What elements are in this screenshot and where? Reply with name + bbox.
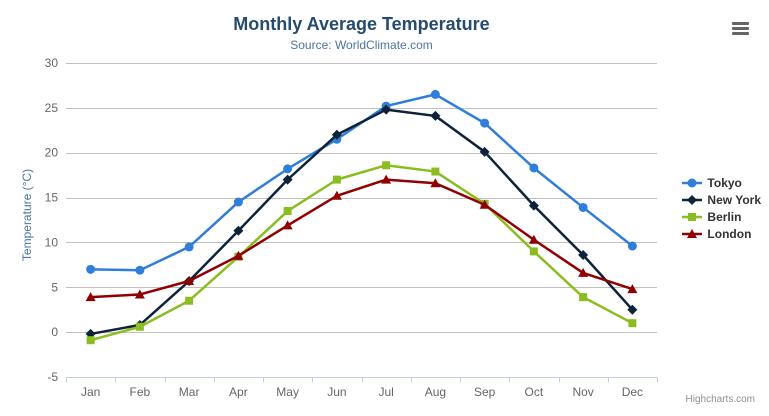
x-axis-label: Jul [378, 385, 393, 399]
hamburger-icon [732, 27, 749, 30]
x-axis-label: Apr [229, 385, 248, 399]
y-axis-labels: -5 0 5 10 15 20 25 30 [45, 56, 59, 384]
x-axis-label: Feb [130, 385, 151, 399]
square-legend-marker-icon [682, 212, 703, 221]
legend-item-new-york[interactable]: New York [682, 192, 761, 207]
legend: Tokyo New York Berlin London [682, 175, 761, 241]
legend-label: London [707, 226, 752, 241]
series-berlin[interactable] [86, 161, 637, 345]
hamburger-icon [732, 32, 749, 35]
x-axis-label: Jan [81, 385, 100, 399]
y-axis-label: 20 [45, 146, 59, 160]
series-london[interactable] [85, 174, 638, 302]
legend-item-tokyo[interactable]: Tokyo [682, 175, 761, 190]
y-gridlines [66, 63, 657, 378]
chart-subtitle: Source: WorldClimate.com [290, 38, 433, 52]
circle-legend-marker-icon [682, 178, 703, 187]
legend-label: Berlin [707, 209, 742, 224]
x-axis-label: Aug [425, 385, 446, 399]
legend-label: New York [707, 192, 761, 207]
legend-label: Tokyo [707, 175, 742, 190]
x-axis-labels: Jan Feb Mar Apr May Jun Jul Aug Sep Oct Nov Dec [81, 385, 643, 399]
export-menu-button[interactable] [731, 21, 750, 36]
diamond-legend-marker-icon [682, 194, 703, 205]
x-axis-label: Jun [327, 385, 346, 399]
series-tokyo[interactable] [86, 89, 637, 275]
triangle-legend-marker-icon [682, 228, 703, 238]
x-axis-label: Oct [525, 385, 544, 399]
y-axis-label: 0 [51, 325, 58, 339]
y-axis-title: Temperature (°C) [20, 169, 34, 261]
x-axis-label: Dec [622, 385, 643, 399]
highcharts-credits-link[interactable]: Highcharts.com [685, 394, 755, 405]
x-axis-label: Sep [474, 385, 496, 399]
x-axis-label: Mar [179, 385, 200, 399]
x-axis-label: Nov [572, 385, 593, 399]
x-axis [66, 377, 658, 383]
legend-item-london[interactable]: London [682, 226, 761, 241]
y-axis-label: 30 [45, 56, 59, 70]
y-axis-label: 10 [45, 235, 59, 249]
y-axis-label: 5 [51, 280, 58, 294]
y-axis-label: 15 [45, 191, 59, 205]
hamburger-icon [732, 22, 749, 25]
y-axis-label: -5 [47, 370, 58, 384]
y-axis-label: 25 [45, 101, 59, 115]
legend-item-berlin[interactable]: Berlin [682, 209, 761, 224]
x-axis-label: May [276, 385, 299, 399]
chart-title: Monthly Average Temperature [233, 14, 490, 34]
series-new-york[interactable] [85, 104, 638, 339]
